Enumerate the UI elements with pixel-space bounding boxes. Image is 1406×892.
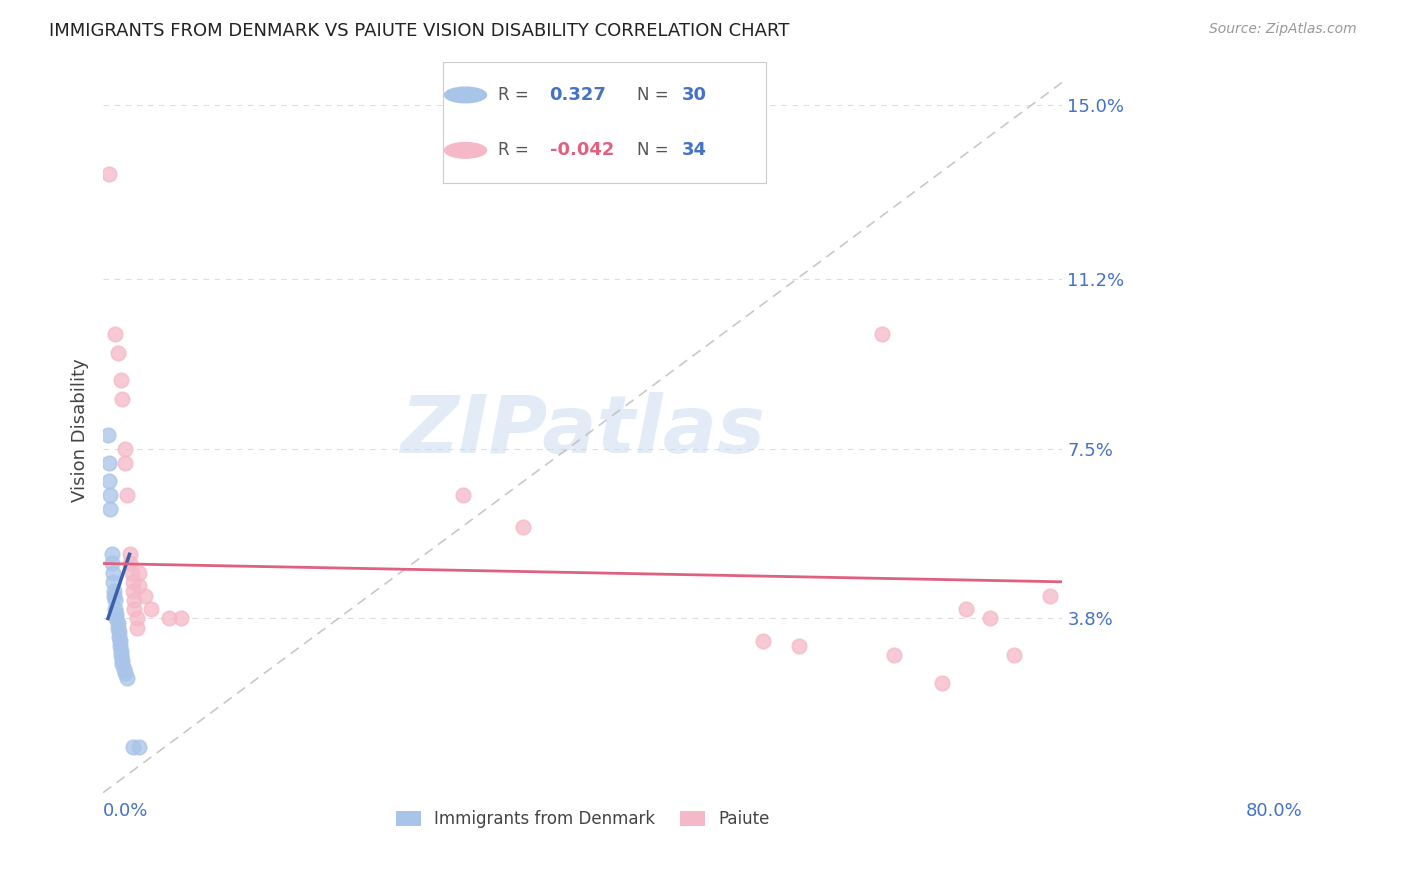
Point bbox=[107, 621, 129, 635]
Point bbox=[111, 657, 134, 672]
Point bbox=[104, 327, 127, 342]
Point bbox=[112, 662, 135, 676]
Text: Source: ZipAtlas.com: Source: ZipAtlas.com bbox=[1209, 22, 1357, 37]
Point bbox=[101, 574, 124, 589]
Text: N =: N = bbox=[637, 86, 668, 104]
Point bbox=[170, 611, 193, 625]
Point bbox=[111, 653, 134, 667]
Point bbox=[110, 643, 132, 657]
Point bbox=[121, 566, 143, 580]
Text: 30: 30 bbox=[682, 86, 707, 104]
Point bbox=[512, 520, 534, 534]
Point bbox=[134, 589, 156, 603]
Point bbox=[128, 579, 150, 593]
Point bbox=[107, 616, 129, 631]
Point bbox=[124, 593, 146, 607]
Point bbox=[108, 639, 131, 653]
Text: 34: 34 bbox=[682, 141, 707, 160]
Text: 0.327: 0.327 bbox=[550, 86, 606, 104]
Point bbox=[979, 611, 1001, 625]
Legend: Immigrants from Denmark, Paiute: Immigrants from Denmark, Paiute bbox=[389, 804, 776, 835]
Point bbox=[114, 666, 136, 681]
Point bbox=[114, 456, 136, 470]
Text: 0.0%: 0.0% bbox=[103, 802, 149, 820]
Point bbox=[107, 630, 129, 644]
Point bbox=[105, 611, 128, 625]
Point bbox=[122, 584, 145, 599]
Point bbox=[98, 488, 121, 502]
Point bbox=[100, 557, 122, 571]
Point bbox=[931, 675, 953, 690]
Point bbox=[128, 566, 150, 580]
Point bbox=[98, 501, 121, 516]
Point bbox=[139, 602, 162, 616]
Point bbox=[100, 547, 122, 561]
Point bbox=[111, 392, 134, 406]
Point bbox=[103, 584, 125, 599]
Text: R =: R = bbox=[498, 141, 529, 160]
Text: N =: N = bbox=[637, 141, 668, 160]
Text: -0.042: -0.042 bbox=[550, 141, 614, 160]
Text: 80.0%: 80.0% bbox=[1246, 802, 1302, 820]
Circle shape bbox=[444, 87, 486, 103]
Point bbox=[110, 648, 132, 662]
Point bbox=[104, 593, 127, 607]
Point bbox=[115, 671, 138, 685]
Point bbox=[107, 625, 129, 640]
Text: IMMIGRANTS FROM DENMARK VS PAIUTE VISION DISABILITY CORRELATION CHART: IMMIGRANTS FROM DENMARK VS PAIUTE VISION… bbox=[49, 22, 790, 40]
Point bbox=[104, 602, 127, 616]
Point bbox=[118, 557, 141, 571]
Point bbox=[787, 639, 810, 653]
Point bbox=[451, 488, 474, 502]
Point bbox=[157, 611, 180, 625]
Point bbox=[103, 589, 125, 603]
Point bbox=[128, 739, 150, 754]
Point bbox=[125, 611, 148, 625]
Point bbox=[110, 373, 132, 387]
Point bbox=[124, 602, 146, 616]
Point bbox=[118, 547, 141, 561]
Point bbox=[1002, 648, 1025, 662]
Point bbox=[97, 428, 120, 442]
Point bbox=[107, 345, 129, 359]
Point bbox=[98, 456, 121, 470]
Point bbox=[122, 739, 145, 754]
Text: ZIPatlas: ZIPatlas bbox=[401, 392, 765, 469]
Point bbox=[101, 566, 124, 580]
Point bbox=[108, 634, 131, 648]
Point bbox=[872, 327, 894, 342]
Point bbox=[98, 474, 121, 488]
Point bbox=[98, 167, 121, 181]
Text: R =: R = bbox=[498, 86, 529, 104]
Point bbox=[955, 602, 977, 616]
Point bbox=[122, 574, 145, 589]
Point bbox=[883, 648, 905, 662]
Point bbox=[115, 488, 138, 502]
Point bbox=[114, 442, 136, 456]
Y-axis label: Vision Disability: Vision Disability bbox=[72, 359, 89, 502]
Point bbox=[751, 634, 773, 648]
Point bbox=[125, 621, 148, 635]
Point bbox=[105, 607, 128, 621]
Point bbox=[1039, 589, 1062, 603]
Circle shape bbox=[444, 143, 486, 158]
